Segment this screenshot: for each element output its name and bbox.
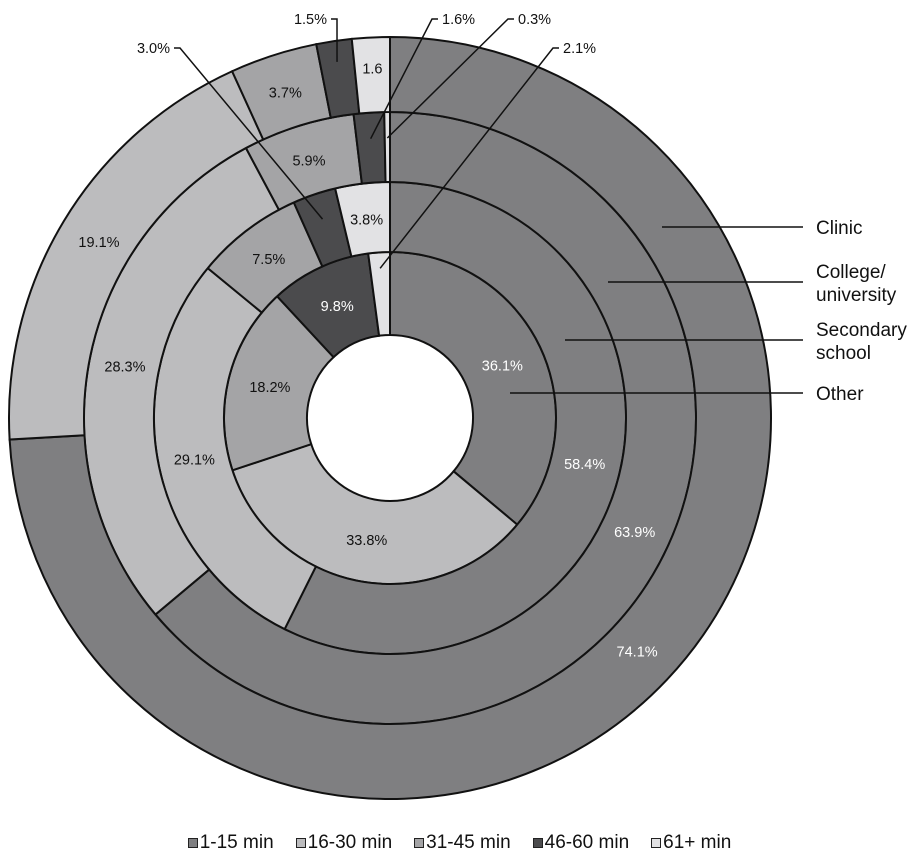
callout-leader-2 [369,18,438,140]
ring-label-0-0: Other [816,384,864,405]
percent-label-2-2: 5.9% [292,153,325,169]
callout-label-1: 3.0% [137,41,170,57]
legend-swatch [187,838,198,848]
legend-label: 61+ min [663,832,732,853]
legend-item-0: 1-15 min [187,832,274,854]
callout-labels: 2.1% 3.0% 1.6% 0.3% 1.5% [137,12,596,57]
donut-slices [8,35,772,800]
percent-labels: 36.1% 33.8% 18.2% 9.8% 58.4% 29.1% 7.5% 3.8% 63.… [78,61,657,660]
ring-label-1-1: school [816,343,871,364]
ring-label-2-1: university [816,285,897,306]
slice-2-4 [383,110,391,184]
percent-label-0-1: 33.8% [346,533,387,549]
percent-label-3-0: 74.1% [617,645,658,661]
legend-swatch [651,838,662,848]
callout-label-4: 1.5% [294,12,327,28]
legend: 1-15 min 16-30 min 31-45 min 46-60 min 61+ m… [0,832,919,854]
legend-label: 31-45 min [426,832,511,853]
callout-leader-lines [174,18,559,269]
percent-label-1-4: 3.8% [350,212,383,228]
percent-label-0-3: 9.8% [321,299,354,315]
legend-swatch [532,838,543,848]
percent-label-0-2: 18.2% [249,380,290,396]
callout-leader-0 [379,47,559,269]
percent-label-3-2: 3.7% [269,85,302,101]
percent-label-1-0: 58.4% [564,457,605,473]
percent-label-1-1: 29.1% [174,453,215,469]
callout-label-0: 2.1% [563,41,596,57]
legend-swatch [295,838,306,848]
ring-label-2-0: College/ [816,262,886,283]
legend-item-1: 16-30 min [295,832,393,854]
legend-label: 1-15 min [199,832,274,853]
callout-leader-1 [174,47,324,220]
legend-item-4: 61+ min [651,832,731,854]
ring-label-3-0: Clinic [816,218,862,239]
callout-leader-3 [386,18,514,139]
slice-3-4 [350,35,391,115]
percent-label-0-0: 36.1% [482,359,523,375]
legend-swatch [414,838,425,848]
percent-label-3-4: 1.6 [362,61,382,77]
callout-label-3: 0.3% [518,12,551,28]
callout-leader-4 [331,18,338,62]
percent-label-3-1: 19.1% [78,235,119,251]
percent-label-1-2: 7.5% [252,252,285,268]
legend-item-3: 46-60 min [532,832,630,854]
percent-label-2-1: 28.3% [104,360,145,376]
legend-label: 16-30 min [307,832,393,853]
percent-label-2-0: 63.9% [614,525,655,541]
ring-label-1-0: Secondary [816,320,907,341]
legend-label: 46-60 min [544,832,630,853]
callout-label-2: 1.6% [442,12,475,28]
legend-item-2: 31-45 min [414,832,511,854]
slice-3-0 [8,35,772,800]
